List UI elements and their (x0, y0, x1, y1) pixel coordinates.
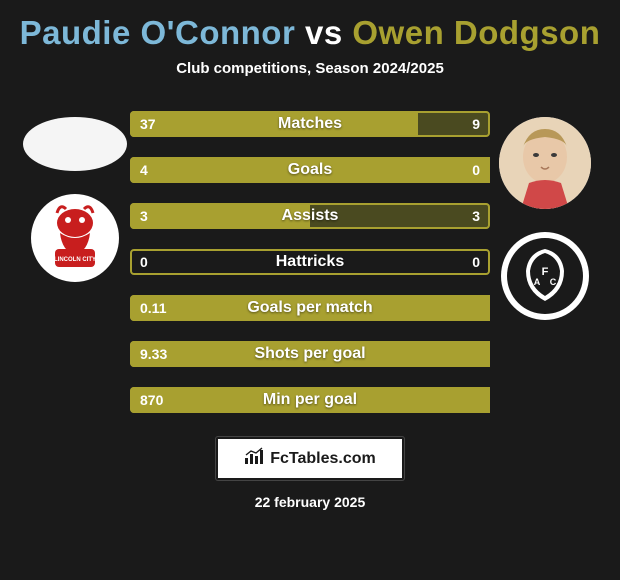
bar-label: Goals per match (130, 295, 490, 321)
stat-bar-row: Matches37 9 (130, 111, 490, 137)
fctables-badge: FcTables.com (216, 437, 404, 480)
player1-photo (23, 117, 127, 171)
player1-club-crest: LINCOLN CITY (30, 193, 120, 283)
player2-photo (499, 117, 591, 209)
bar-value-left: 4 (140, 157, 148, 183)
bar-label: Assists (130, 203, 490, 229)
bar-value-right: 0 (472, 157, 480, 183)
stat-bar-row: Min per goal870 (130, 387, 490, 413)
bar-value-left: 37 (140, 111, 156, 137)
bar-value-left: 0 (140, 249, 148, 275)
stat-bars: Matches379Goals40Assists33Hattricks00Goa… (130, 107, 490, 413)
title-player2: Owen Dodgson (352, 14, 600, 51)
date-text: 22 february 2025 (255, 494, 366, 510)
footer: FcTables.com 22 february 2025 (216, 437, 404, 510)
page-title: Paudie O'Connor vs Owen Dodgson (20, 14, 601, 52)
stat-bar-row: Goals4 0 (130, 157, 490, 183)
bar-label: Min per goal (130, 387, 490, 413)
stat-bar-row: Assists3 3 (130, 203, 490, 229)
title-vs: vs (305, 14, 343, 51)
infographic-container: Paudie O'Connor vs Owen Dodgson Club com… (0, 0, 620, 580)
bar-value-left: 9.33 (140, 341, 167, 367)
svg-text:C: C (550, 277, 557, 287)
chart-icon (244, 447, 264, 470)
bar-label: Shots per goal (130, 341, 490, 367)
bar-value-left: 3 (140, 203, 148, 229)
subtitle: Club competitions, Season 2024/2025 (176, 60, 444, 77)
stat-bar-row: Goals per match0.11 (130, 295, 490, 321)
svg-text:F: F (542, 266, 549, 278)
left-portraits-column: LINCOLN CITY (20, 107, 130, 283)
bar-value-left: 0.11 (140, 295, 166, 321)
svg-text:LINCOLN CITY: LINCOLN CITY (54, 257, 96, 263)
bar-label: Matches (130, 111, 490, 137)
fctables-text: FcTables.com (270, 450, 376, 468)
bar-value-right: 3 (472, 203, 480, 229)
stat-bar-row: Hattricks0 0 (130, 249, 490, 275)
bar-label: Goals (130, 157, 490, 183)
bar-value-right: 0 (472, 249, 480, 275)
bar-value-right: 9 (472, 111, 480, 137)
main-content: LINCOLN CITY Matches37 9 Goals4 0 Assists3 3 H… (0, 107, 620, 413)
svg-text:A: A (534, 277, 541, 287)
player2-club-crest: F A C (500, 231, 590, 321)
bar-label: Hattricks (130, 249, 490, 275)
title-player1: Paudie O'Connor (20, 14, 296, 51)
right-portraits-column: F A C (490, 107, 600, 321)
bar-value-left: 870 (140, 387, 163, 413)
stat-bar-row: Shots per goal9.33 (130, 341, 490, 367)
